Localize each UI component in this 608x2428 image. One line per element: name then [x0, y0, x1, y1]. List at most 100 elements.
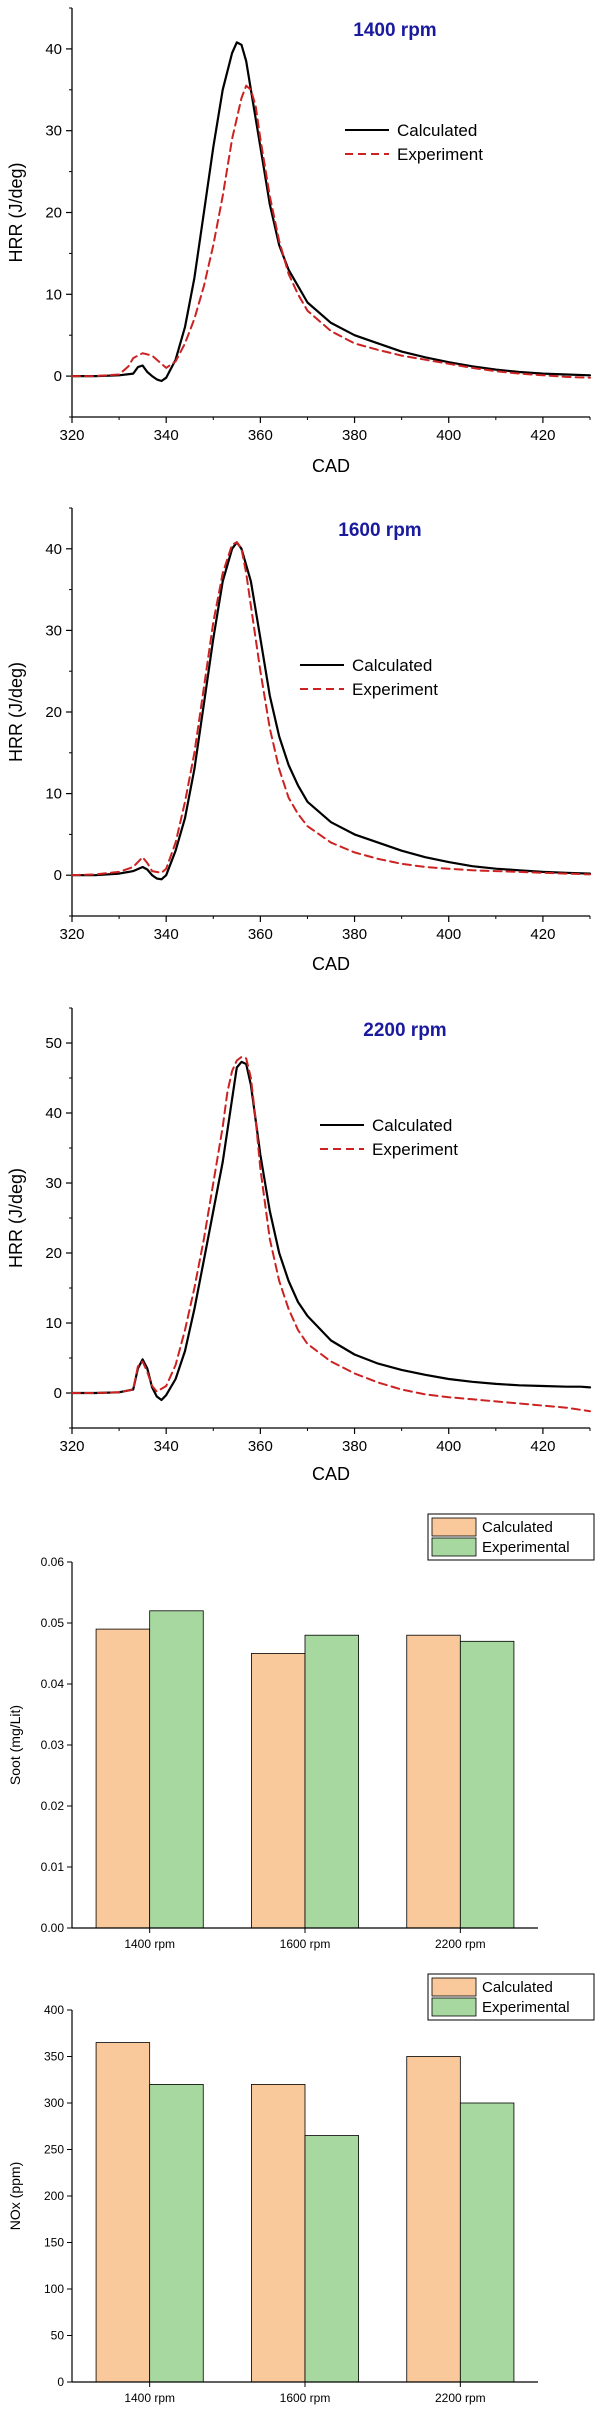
- y-tick-label: 0: [54, 368, 62, 385]
- series-line-calculated: [70, 541, 592, 881]
- x-tick-label: 2200 rpm: [435, 2391, 486, 2405]
- y-axis-label: NOx (ppm): [7, 2162, 23, 2230]
- bar-experimental: [149, 1610, 204, 1929]
- hrr-chart-1600rpm: 320 340 360 380 400 420 0 10 20 30 40 CAD HRR (J/deg…: [6, 507, 592, 974]
- x-tick-label: 380: [342, 427, 367, 444]
- y-tick-label: 0.01: [41, 1860, 65, 1874]
- x-axis-label: CAD: [312, 456, 350, 476]
- legend-label: Experiment: [352, 680, 438, 699]
- y-tick-label: 0: [57, 2375, 64, 2389]
- y-tick-label: 50: [45, 1035, 62, 1052]
- legend-label: Calculated: [372, 1116, 452, 1135]
- bar-calculated: [406, 2056, 461, 2383]
- bar-experimental: [459, 1640, 515, 1929]
- y-tick-label: 10: [45, 286, 62, 303]
- y-tick-label: 30: [45, 123, 62, 140]
- hrr-chart-1400rpm: 320 340 360 380 400 420 0 10 20 30 40 CAD HRR (J/deg…: [6, 7, 592, 476]
- legend-label: Experimental: [482, 1539, 570, 1556]
- legend-swatch: [431, 1517, 477, 1537]
- soot-bar-chart: Calculated Experimental 1400 rpm 1600 rpm 22…: [7, 1513, 595, 1951]
- x-tick-label: 320: [59, 926, 84, 943]
- y-tick-label: 0.00: [41, 1921, 65, 1935]
- bar-experimental: [304, 2135, 359, 2383]
- legend-label: Experimental: [482, 1999, 570, 2016]
- y-axis-label: HRR (J/deg): [6, 662, 26, 762]
- y-axis-label: HRR (J/deg): [6, 1168, 26, 1268]
- y-tick-label: 20: [45, 704, 62, 721]
- series-line-calculated: [70, 41, 592, 383]
- bar-calculated: [406, 1634, 461, 1929]
- x-tick-label: 320: [59, 1438, 84, 1455]
- series-line-experiment: [71, 1056, 591, 1413]
- x-tick-label: 420: [530, 427, 555, 444]
- x-tick-label: 2200 rpm: [435, 1937, 486, 1951]
- bar-experimental: [149, 2084, 204, 2383]
- x-axis-label: CAD: [312, 1464, 350, 1484]
- bar-calculated: [251, 1653, 306, 1929]
- legend-label: Calculated: [352, 656, 432, 675]
- x-tick-label: 360: [248, 926, 273, 943]
- legend-swatch: [431, 1997, 477, 2017]
- y-tick-label: 200: [44, 2189, 64, 2203]
- y-tick-label: 150: [44, 2236, 64, 2250]
- y-tick-label: 0: [54, 867, 62, 884]
- bar-calculated: [251, 2084, 306, 2383]
- x-tick-label: 1600 rpm: [280, 1937, 331, 1951]
- legend-label: Calculated: [482, 1519, 553, 1536]
- y-tick-label: 40: [45, 1105, 62, 1122]
- y-tick-label: 0.03: [41, 1738, 65, 1752]
- bar-experimental: [304, 1634, 359, 1929]
- bar-experimental: [459, 2102, 515, 2383]
- y-axis-label: Soot (mg/Lit): [7, 1705, 23, 1785]
- y-axis-label: HRR (J/deg): [6, 162, 26, 262]
- x-tick-label: 420: [530, 926, 555, 943]
- y-tick-label: 10: [45, 1315, 62, 1332]
- x-tick-label: 420: [530, 1438, 555, 1455]
- legend-label: Experiment: [397, 145, 483, 164]
- x-tick-label: 1400 rpm: [124, 1937, 175, 1951]
- y-tick-label: 300: [44, 2096, 64, 2110]
- x-tick-label: 400: [436, 926, 461, 943]
- legend-label: Calculated: [397, 121, 477, 140]
- bar-calculated: [95, 2042, 151, 2383]
- x-tick-label: 360: [248, 1438, 273, 1455]
- series-line-experiment: [71, 541, 591, 877]
- y-tick-label: 0: [54, 1385, 62, 1402]
- series-line-calculated: [70, 1060, 592, 1402]
- nox-bar-chart: Calculated Experimental 1400 rpm 1600 rpm 22…: [7, 1973, 595, 2405]
- chart-title: 2200 rpm: [363, 1020, 446, 1041]
- legend-swatch: [431, 1537, 477, 1557]
- y-tick-label: 20: [45, 205, 62, 222]
- x-tick-label: 1400 rpm: [124, 2391, 175, 2405]
- y-tick-label: 10: [45, 786, 62, 803]
- chart-title: 1600 rpm: [338, 520, 421, 541]
- x-tick-label: 360: [248, 427, 273, 444]
- y-tick-label: 20: [45, 1245, 62, 1262]
- chart-title: 1400 rpm: [353, 20, 436, 41]
- y-tick-label: 0.02: [41, 1799, 65, 1813]
- legend-swatch: [431, 1977, 477, 1997]
- x-tick-label: 400: [436, 427, 461, 444]
- y-tick-label: 40: [45, 541, 62, 558]
- legend-label: Experiment: [372, 1140, 458, 1159]
- y-tick-label: 0.04: [41, 1677, 65, 1691]
- x-tick-label: 340: [154, 427, 179, 444]
- hrr-chart-2200rpm: 320 340 360 380 400 420 0 10 20 30 40 50 CAD HRR (J/d…: [6, 1007, 592, 1484]
- x-tick-label: 1600 rpm: [280, 2391, 331, 2405]
- y-tick-label: 40: [45, 41, 62, 58]
- x-tick-label: 380: [342, 926, 367, 943]
- x-axis-label: CAD: [312, 954, 350, 974]
- y-tick-label: 0.05: [41, 1616, 65, 1630]
- y-tick-label: 250: [44, 2143, 64, 2157]
- y-tick-label: 400: [44, 2003, 64, 2017]
- y-tick-label: 50: [51, 2329, 65, 2343]
- y-tick-label: 100: [44, 2282, 64, 2296]
- x-tick-label: 340: [154, 926, 179, 943]
- x-tick-label: 400: [436, 1438, 461, 1455]
- bar-calculated: [95, 1628, 151, 1929]
- y-tick-label: 350: [44, 2050, 64, 2064]
- series-line-experiment: [71, 84, 591, 379]
- y-tick-label: 0.06: [41, 1555, 65, 1569]
- x-tick-label: 340: [154, 1438, 179, 1455]
- x-tick-label: 380: [342, 1438, 367, 1455]
